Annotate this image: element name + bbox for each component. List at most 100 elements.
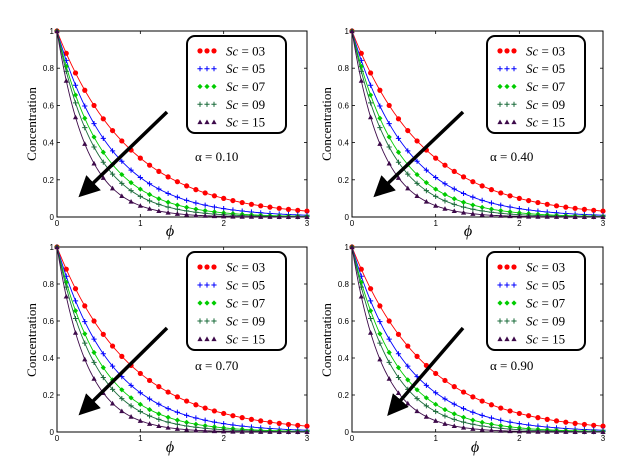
legend-marker	[204, 66, 210, 72]
series-point	[377, 87, 383, 93]
series-1	[349, 28, 606, 214]
legend-symbol: Sc	[526, 332, 539, 347]
series-point	[507, 428, 513, 434]
x-tick-label: 2	[221, 219, 226, 228]
series-point	[258, 214, 264, 219]
legend-marker	[504, 264, 510, 270]
series-point	[377, 319, 383, 325]
y-tick-label: 0.4	[43, 139, 55, 148]
series-point	[165, 414, 171, 420]
series-point	[498, 190, 504, 196]
series-point	[211, 193, 218, 199]
series-point	[386, 349, 392, 356]
x-axis-label: ϕ	[166, 223, 174, 240]
series-point	[423, 188, 429, 194]
series-point	[174, 417, 180, 423]
series-point	[72, 114, 79, 120]
series-point	[100, 331, 106, 337]
series-point	[137, 390, 143, 396]
x-tick-label: 1	[433, 219, 438, 228]
series-point	[507, 408, 513, 414]
series-point	[488, 206, 495, 212]
x-tick-label: 3	[305, 434, 310, 443]
series-point	[367, 82, 374, 88]
series-point	[211, 428, 218, 434]
series-line	[56, 246, 308, 432]
legend-value: = 15	[238, 332, 265, 347]
series-point	[276, 205, 282, 211]
series-point	[544, 214, 550, 219]
series-point	[498, 202, 504, 208]
series-point	[63, 293, 69, 299]
legend-marker	[511, 300, 517, 306]
series-line	[56, 30, 308, 216]
legend-symbol: Sc	[226, 260, 239, 275]
series-point	[405, 377, 411, 383]
legend-entry: Sc = 15	[226, 115, 265, 130]
series-point	[423, 198, 429, 204]
legend-marker	[511, 336, 517, 342]
legend-marker	[197, 264, 203, 270]
series-point	[460, 414, 467, 420]
legend-marker	[511, 83, 517, 90]
series-point	[591, 214, 597, 220]
series-point	[386, 336, 392, 342]
series-point	[516, 213, 522, 219]
series-point	[460, 190, 467, 197]
series-point	[367, 286, 374, 292]
series-point	[193, 206, 199, 212]
series-point	[276, 429, 282, 434]
series-point	[433, 174, 439, 181]
series-point	[109, 185, 116, 191]
trend-arrow	[78, 326, 169, 416]
legend-marker	[204, 101, 210, 107]
y-tick-label: 0.2	[43, 391, 55, 400]
series-line	[351, 246, 604, 432]
series-point	[470, 426, 476, 431]
series-point	[91, 349, 97, 356]
series-point	[91, 102, 97, 109]
series-point	[295, 429, 301, 435]
series-point	[516, 195, 522, 201]
series-point	[165, 204, 171, 210]
series-point	[470, 194, 476, 200]
series-point	[202, 202, 208, 208]
series-point	[405, 185, 411, 191]
series-line	[56, 246, 308, 427]
series-point	[395, 351, 402, 357]
legend-marker	[504, 336, 510, 342]
series-point	[395, 374, 402, 381]
legend-marker	[204, 119, 210, 125]
series-point	[591, 422, 597, 428]
series-point	[146, 162, 153, 168]
series-point	[442, 396, 448, 402]
series-point	[146, 206, 153, 211]
series-point	[221, 213, 227, 219]
series-3	[54, 28, 310, 219]
legend-entry: Sc = 03	[226, 260, 265, 275]
series-point	[386, 160, 392, 166]
y-tick-label: 1	[50, 243, 55, 252]
series-point	[488, 421, 495, 427]
series-point	[600, 429, 606, 435]
legend-marker	[504, 48, 510, 54]
series-point	[202, 208, 208, 214]
series-point	[433, 390, 439, 396]
series-2	[349, 244, 606, 433]
x-tick-label: 1	[138, 219, 143, 228]
legend-entry: Sc = 03	[226, 43, 265, 58]
series-point	[100, 175, 106, 180]
series-point	[109, 363, 116, 369]
series-point	[184, 412, 190, 419]
series-line	[351, 246, 603, 433]
series-point	[165, 190, 171, 197]
series-point	[563, 204, 569, 210]
series-point	[72, 70, 79, 76]
series-point	[395, 331, 402, 337]
series-point	[414, 408, 420, 414]
series-point	[119, 171, 125, 178]
series-point	[470, 421, 476, 427]
series-point	[395, 135, 402, 141]
